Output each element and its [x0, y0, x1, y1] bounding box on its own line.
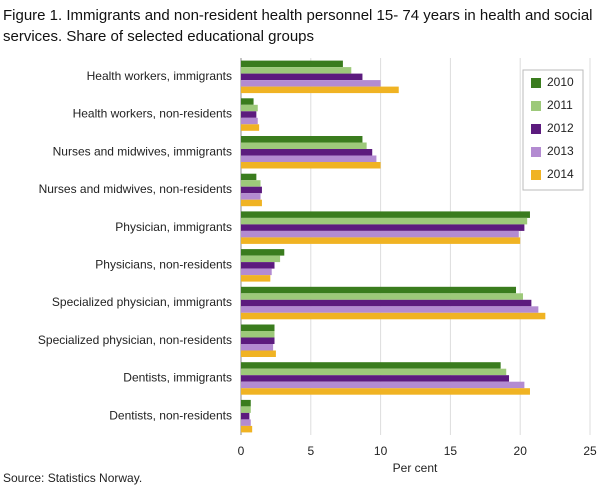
- bar: [241, 67, 352, 74]
- y-tick-label: Nurses and midwives, immigrants: [53, 144, 232, 158]
- bar: [241, 324, 275, 331]
- y-tick-label: Specialized physician, non-residents: [38, 333, 232, 347]
- bar: [241, 217, 528, 225]
- bar: [241, 149, 373, 156]
- bar: [241, 255, 281, 263]
- bar: [241, 199, 262, 207]
- legend-label: 2011: [547, 98, 573, 112]
- y-tick-label: Physicians, non-residents: [95, 258, 232, 272]
- bar: [241, 80, 381, 87]
- bar: [241, 368, 507, 376]
- bar: [241, 337, 275, 344]
- bar: [241, 162, 381, 169]
- bar: [241, 142, 367, 149]
- y-tick-label: Health workers, immigrants: [87, 69, 232, 83]
- source: Source: Statistics Norway.: [3, 471, 142, 485]
- bar: [241, 98, 254, 105]
- bar: [241, 60, 343, 68]
- bar: [241, 193, 261, 200]
- bar: [241, 312, 546, 320]
- bar: [241, 237, 521, 244]
- bar: [241, 136, 363, 143]
- bar: [241, 331, 275, 338]
- bar: [241, 381, 525, 389]
- bar: [241, 293, 523, 300]
- bar: [241, 173, 257, 181]
- x-axis-label: Per cent: [393, 461, 438, 475]
- y-tick-label: Health workers, non-residents: [73, 107, 232, 121]
- bar: [241, 111, 257, 118]
- legend-label: 2010: [547, 75, 574, 89]
- bar: [241, 180, 261, 187]
- bar: [241, 344, 274, 351]
- bar: [241, 268, 272, 276]
- bar: [241, 117, 258, 125]
- bar: [241, 406, 251, 413]
- x-tick-label: 20: [514, 444, 528, 458]
- legend-label: 2012: [547, 121, 574, 135]
- bar: [241, 155, 377, 162]
- chart-title: Figure 1. Immigrants and non-resident he…: [3, 7, 593, 45]
- bar: [241, 375, 510, 382]
- bar: [241, 412, 250, 420]
- bar: [241, 419, 251, 426]
- y-tick-label: Nurses and midwives, non-residents: [39, 182, 232, 196]
- x-tick-label: 15: [444, 444, 458, 458]
- bar: [241, 124, 260, 131]
- bar: [241, 286, 517, 294]
- bar: [241, 399, 251, 407]
- legend-swatch: [531, 101, 541, 111]
- bar: [241, 299, 532, 307]
- x-tick-label: 5: [307, 444, 314, 458]
- legend-label: 2013: [547, 144, 574, 158]
- bar: [241, 230, 519, 238]
- y-tick-label: Dentists, non-residents: [109, 408, 232, 422]
- bar: [241, 186, 262, 194]
- bar: [241, 275, 271, 282]
- legend-swatch: [531, 147, 541, 157]
- bar: [241, 249, 285, 256]
- bar: [241, 262, 275, 269]
- bar: [241, 73, 363, 81]
- x-tick-label: 25: [583, 444, 597, 458]
- legend-swatch: [531, 78, 541, 88]
- y-tick-label: Physician, immigrants: [115, 220, 232, 234]
- bar: [241, 104, 258, 112]
- bar: [241, 224, 525, 231]
- x-tick-label: 10: [374, 444, 388, 458]
- x-tick-label: 0: [238, 444, 245, 458]
- bar: [241, 362, 501, 369]
- bar: [241, 388, 530, 395]
- bar: [241, 306, 539, 313]
- y-tick-label: Dentists, immigrants: [123, 371, 232, 385]
- legend-swatch: [531, 124, 541, 134]
- bar: [241, 86, 399, 94]
- legend-swatch: [531, 170, 541, 180]
- bar: [241, 350, 276, 357]
- y-tick-label: Specialized physician, immigrants: [52, 295, 232, 309]
- legend-label: 2014: [547, 167, 574, 181]
- bar: [241, 425, 253, 433]
- bar: [241, 211, 530, 218]
